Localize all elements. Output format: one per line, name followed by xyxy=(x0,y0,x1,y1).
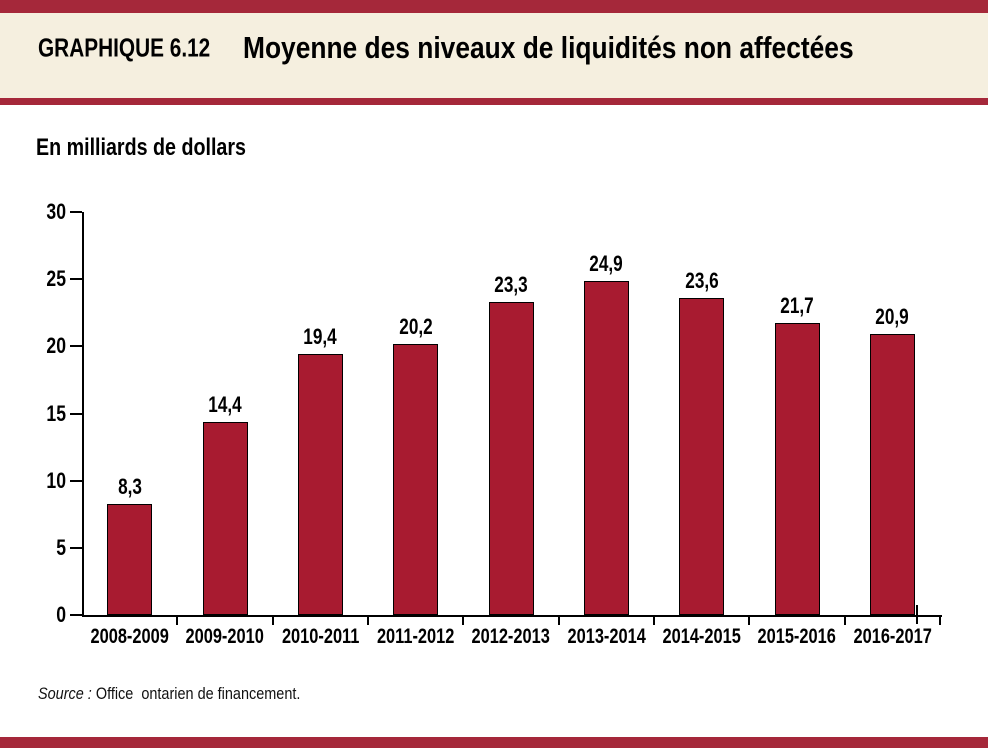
x-category-label: 2012-2013 xyxy=(471,625,551,648)
bar-value-label: 20,2 xyxy=(398,313,433,339)
bar-2009-2010 xyxy=(202,421,248,615)
bar-2011-2012 xyxy=(393,343,439,615)
y-tick-label: 5 xyxy=(56,534,66,560)
x-axis-tick xyxy=(367,615,369,625)
y-axis-tick xyxy=(70,479,82,482)
bar-value-label: 20,9 xyxy=(875,304,910,330)
bar-value-label: 23,3 xyxy=(494,272,528,297)
x-category-label: 2008-2009 xyxy=(90,625,169,648)
bar-value-label: 21,7 xyxy=(780,293,814,319)
y-axis-tick xyxy=(70,614,82,616)
y-axis-tick xyxy=(70,546,82,549)
x-category-label: 2015-2016 xyxy=(757,625,837,648)
bar-2016-2017 xyxy=(869,334,915,615)
y-tick-label: 0 xyxy=(56,602,66,627)
source-prefix: Source : xyxy=(38,684,96,703)
x-axis-tick xyxy=(748,615,751,625)
bar-2014-2015 xyxy=(679,297,725,615)
y-tick-label: 25 xyxy=(46,266,66,292)
y-tick-label: 15 xyxy=(46,400,66,426)
x-axis-tick xyxy=(939,615,941,625)
figure-header: GRAPHIQUE 6.12 Moyenne des niveaux de li… xyxy=(0,13,988,98)
x-axis-tick xyxy=(843,615,846,625)
bar-2013-2014 xyxy=(583,280,629,615)
bottom-border-band xyxy=(0,737,988,748)
figure-number: GRAPHIQUE 6.12 xyxy=(38,32,211,63)
x-axis-tick xyxy=(462,615,465,625)
x-axis-tick xyxy=(176,615,179,625)
top-border-band xyxy=(0,0,988,13)
y-axis-tick xyxy=(70,211,82,213)
bar-value-label: 19,4 xyxy=(303,324,338,350)
x-axis-tick xyxy=(653,615,655,625)
bar-2010-2011 xyxy=(297,354,343,615)
bar-value-label: 24,9 xyxy=(589,250,624,276)
x-axis-tick xyxy=(557,615,560,625)
y-axis-tick xyxy=(70,345,82,348)
x-category-label: 2010-2011 xyxy=(281,625,360,648)
y-axis-tick xyxy=(70,278,82,281)
x-category-label: 2014-2015 xyxy=(662,625,741,648)
bar-2008-2009 xyxy=(107,503,153,615)
bar-2012-2013 xyxy=(488,302,534,615)
x-axis-line xyxy=(82,615,942,617)
x-category-label: 2016-2017 xyxy=(853,625,932,648)
axis-end-stray-tick xyxy=(916,605,918,624)
y-tick-label: 30 xyxy=(46,199,66,224)
bar-2015-2016 xyxy=(774,323,820,615)
source-note: Source : Office ontarien de financement. xyxy=(38,684,300,704)
bar-value-label: 14,4 xyxy=(208,391,242,417)
source-text: Office ontarien de financement. xyxy=(95,684,301,703)
x-category-label: 2011-2012 xyxy=(376,625,455,648)
x-category-label: 2013-2014 xyxy=(567,625,646,648)
x-axis-tick xyxy=(271,615,274,625)
bar-value-label: 8,3 xyxy=(117,473,142,499)
units-label: En milliards de dollars xyxy=(36,134,246,161)
y-axis-line xyxy=(82,212,84,617)
figure-title: Moyenne des niveaux de liquidités non af… xyxy=(243,29,854,65)
y-tick-label: 10 xyxy=(46,467,66,493)
x-category-label: 2009-2010 xyxy=(185,625,265,648)
bar-value-label: 23,6 xyxy=(684,267,719,293)
y-tick-label: 20 xyxy=(46,333,66,359)
y-axis-tick xyxy=(70,412,82,415)
header-bottom-band xyxy=(0,98,988,105)
